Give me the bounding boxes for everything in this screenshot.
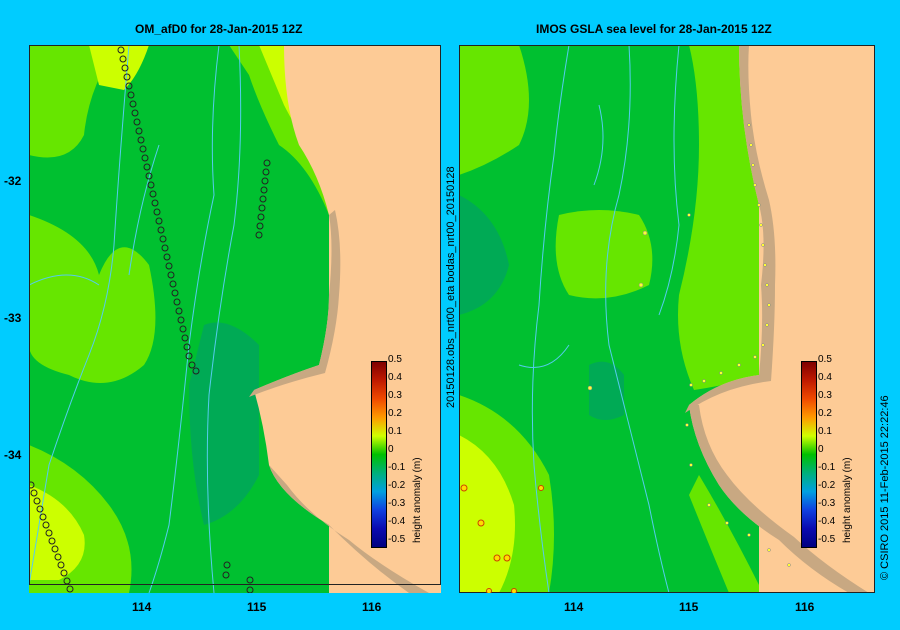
right-colorbar <box>801 361 817 548</box>
right-colorbar-tick: 0.5 <box>818 354 832 365</box>
right-map-title: IMOS GSLA sea level for 28-Jan-2015 12Z <box>536 22 772 36</box>
left-x-tick: 115 <box>247 600 267 614</box>
right-colorbar-tick: 0 <box>818 444 824 455</box>
right-x-tick: 116 <box>795 600 815 614</box>
right-colorbar-tick: 0.2 <box>818 408 832 419</box>
right-colorbar-tick: -0.2 <box>818 480 836 491</box>
left-x-tick: 114 <box>132 600 152 614</box>
right-colorbar-tick: -0.3 <box>818 498 836 509</box>
left-colorbar-tick: 0.2 <box>388 408 402 419</box>
right-map-panel[interactable]: 0.5 0.4 0.3 0.2 0.1 0 -0.1 -0.2 -0.3 -0.… <box>459 45 875 593</box>
right-x-tick: 114 <box>564 600 584 614</box>
left-colorbar-tick: 0.4 <box>388 372 402 383</box>
left-colorbar-tick: 0 <box>388 444 394 455</box>
data-source-label: 20150128.obs_nrt00_eta bodas_nrt00_20150… <box>445 166 457 408</box>
left-y-tick: -33 <box>4 311 22 325</box>
right-colorbar-label: height anomaly (m) <box>842 457 853 543</box>
left-colorbar-tick: 0.5 <box>388 354 402 365</box>
left-map-svg <box>29 45 441 593</box>
left-x-tick: 116 <box>362 600 382 614</box>
right-colorbar-tick: -0.1 <box>818 462 836 473</box>
left-colorbar-tick: -0.1 <box>388 462 406 473</box>
left-colorbar-tick: -0.5 <box>388 534 406 545</box>
right-colorbar-tick: -0.4 <box>818 516 836 527</box>
left-y-tick: -32 <box>4 174 22 188</box>
left-colorbar-tick: -0.2 <box>388 480 406 491</box>
left-colorbar-tick: -0.4 <box>388 516 406 527</box>
right-colorbar-tick: 0.3 <box>818 390 832 401</box>
left-map-panel[interactable]: 0.5 0.4 0.3 0.2 0.1 0 -0.1 -0.2 -0.3 -0.… <box>29 45 441 593</box>
left-colorbar-tick: 0.1 <box>388 426 402 437</box>
right-x-tick: 115 <box>679 600 699 614</box>
right-colorbar-tick: 0.4 <box>818 372 832 383</box>
left-colorbar-tick: -0.3 <box>388 498 406 509</box>
left-colorbar-label: height anomaly (m) <box>412 457 423 543</box>
credit-label: © CSIRO 2015 11-Feb-2015 22:22:46 <box>879 395 891 580</box>
left-colorbar <box>371 361 387 548</box>
left-y-tick: -34 <box>4 448 22 462</box>
right-map-svg <box>459 45 875 593</box>
right-colorbar-tick: 0.1 <box>818 426 832 437</box>
left-colorbar-tick: 0.3 <box>388 390 402 401</box>
left-map-title: OM_afD0 for 28-Jan-2015 12Z <box>135 22 303 36</box>
right-colorbar-tick: -0.5 <box>818 534 836 545</box>
